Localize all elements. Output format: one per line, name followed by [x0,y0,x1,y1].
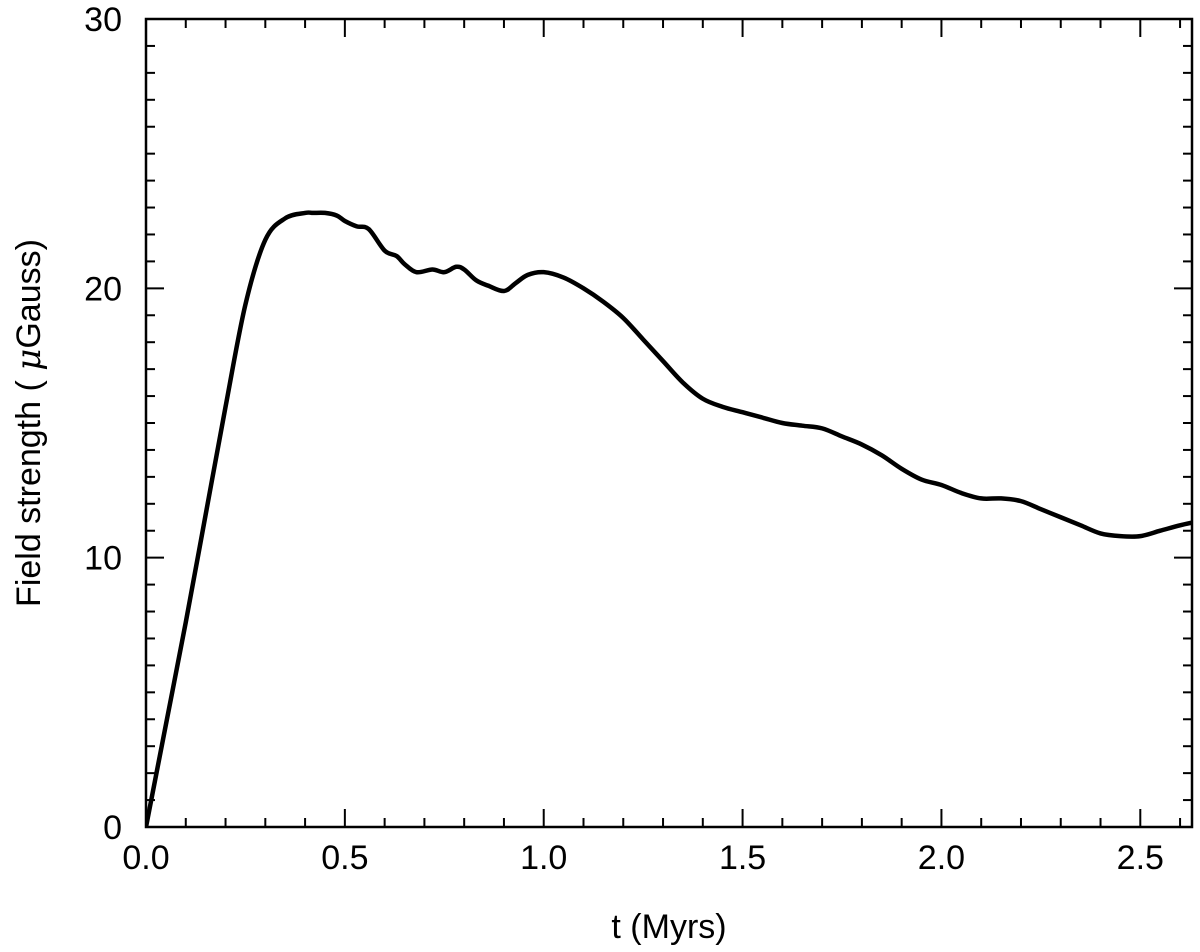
x-tick-label: 1.5 [719,839,766,877]
y-axis-title-suffix: Gauss) [10,239,48,349]
x-tick-label: 1.0 [520,839,567,877]
series-line-0 [146,210,1192,827]
y-axis-title: Field strength ( μGauss) [9,239,49,607]
y-axis-title-prefix: Field strength ( [10,371,48,607]
x-tick-label: 0.0 [122,839,169,877]
x-tick-label: 2.0 [918,839,965,877]
y-tick-label: 30 [84,1,122,39]
tick-labels: 0.0 0.5 1.0 1.5 2.0 2.5 0 10 20 30 [84,1,1164,877]
y-tick-label: 10 [84,540,122,578]
y-tick-label: 0 [103,809,122,847]
x-axis-title: t (Myrs) [611,908,726,946]
x-tick-label: 2.5 [1117,839,1164,877]
plot-frame [144,17,1194,829]
series-layer [146,210,1192,827]
minor-ticks [146,19,1192,827]
y-axis-title-symbol: μ [9,349,49,371]
y-tick-label: 20 [84,270,122,308]
major-ticks [145,18,1192,828]
x-tick-label: 0.5 [321,839,368,877]
